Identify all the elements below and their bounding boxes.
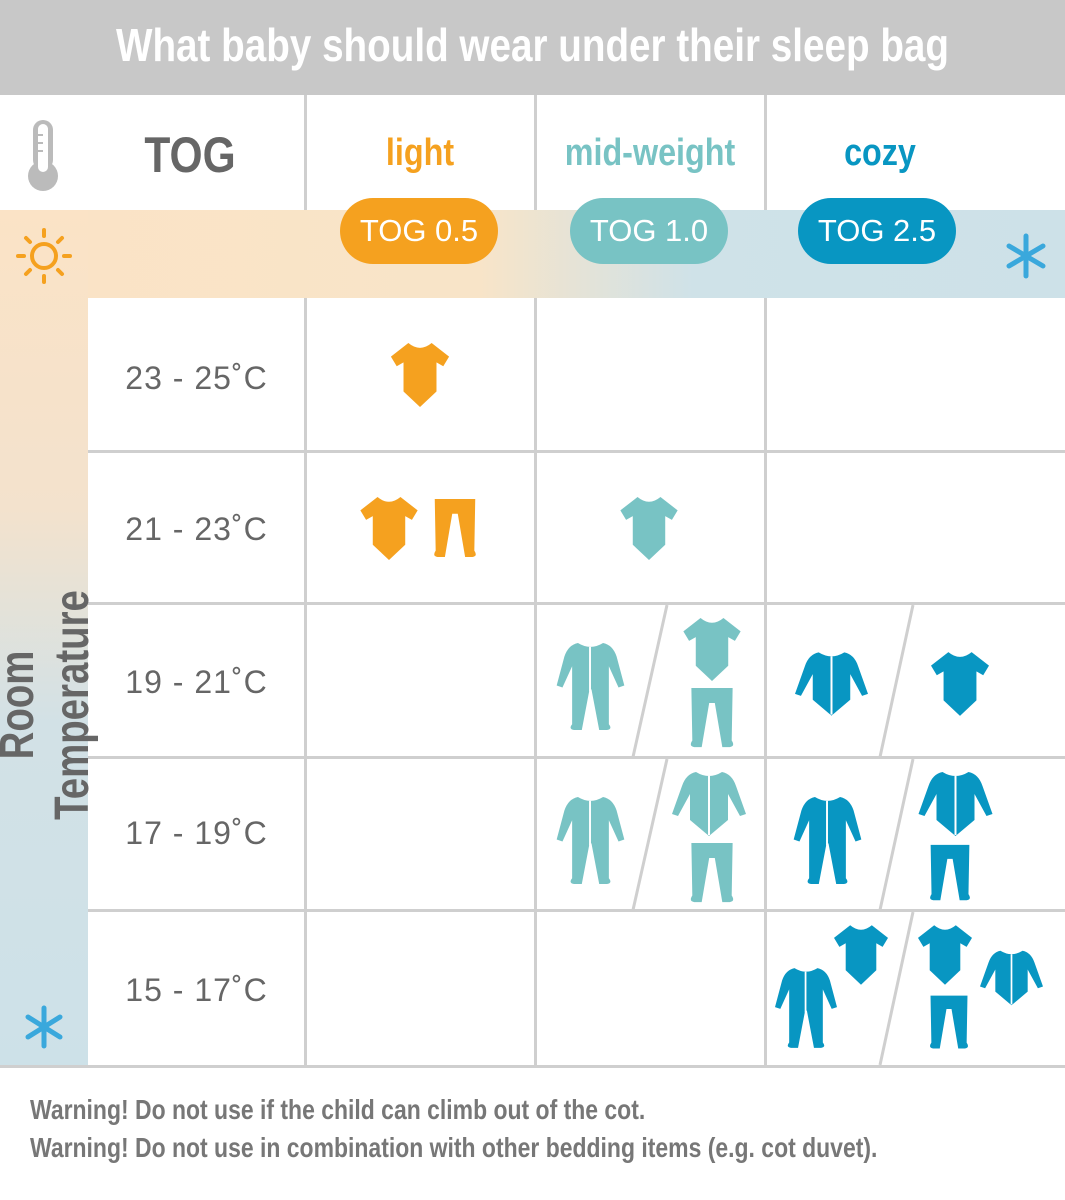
short-sleeve-bodysuit-icon — [834, 925, 888, 985]
column-cozy: cozy — [844, 132, 916, 174]
page-title: What baby should wear under their sleep … — [115, 19, 950, 71]
divider — [88, 450, 1065, 453]
divider — [764, 298, 767, 1067]
short-sleeve-bodysuit-icon — [390, 343, 450, 407]
tog-badge-light: TOG 0.5 — [340, 198, 498, 264]
tog-badge-cozy: TOG 2.5 — [798, 198, 956, 264]
row-label: 19 - 21˚C — [125, 664, 268, 700]
short-sleeve-bodysuit-icon — [918, 925, 972, 985]
sleepsuit-icon — [775, 967, 837, 1049]
tog-badge-mid-weight: TOG 1.0 — [570, 198, 728, 264]
row-label: 17 - 19˚C — [125, 815, 268, 851]
divider — [304, 95, 307, 210]
snowflake-icon — [25, 1005, 63, 1049]
option-separator — [631, 758, 669, 911]
footed-leggings-icon — [690, 688, 734, 748]
warning-text: Warning! Do not use in combination with … — [30, 1132, 878, 1163]
temperature-gradient-strip — [0, 210, 88, 1067]
warning-text: Warning! Do not use if the child can cli… — [30, 1094, 646, 1125]
divider — [88, 909, 1065, 912]
divider — [534, 95, 537, 210]
divider — [764, 95, 767, 210]
title-bar — [0, 0, 1065, 95]
option-separator — [878, 911, 915, 1066]
long-sleeve-bodysuit-icon — [672, 772, 746, 836]
option-separator — [631, 604, 669, 758]
short-sleeve-bodysuit-icon — [620, 497, 678, 560]
divider — [534, 298, 537, 1067]
short-sleeve-bodysuit-icon — [931, 652, 989, 716]
sleepsuit-icon — [793, 797, 862, 884]
long-sleeve-bodysuit-icon — [980, 949, 1043, 1007]
divider — [88, 602, 1065, 605]
sun-icon — [16, 228, 72, 284]
column-mid-weight: mid-weight — [564, 132, 736, 174]
divider — [304, 298, 307, 1067]
option-separator — [878, 604, 915, 758]
short-sleeve-bodysuit-icon — [360, 497, 418, 560]
divider — [0, 1065, 1065, 1068]
long-sleeve-bodysuit-icon — [918, 772, 993, 836]
footed-leggings-icon — [930, 995, 968, 1049]
footed-leggings-icon — [690, 843, 734, 903]
option-separator — [878, 758, 915, 911]
long-sleeve-bodysuit-icon — [795, 652, 868, 716]
row-label: 21 - 23˚C — [125, 511, 268, 547]
sleepsuit-icon — [556, 643, 625, 730]
row-label: 23 - 25˚C — [125, 360, 268, 396]
footed-leggings-icon — [434, 499, 476, 558]
thermometer-icon — [28, 120, 58, 191]
footed-leggings-icon — [930, 844, 970, 901]
row-label: 15 - 17˚C — [125, 972, 268, 1008]
tog-heading: TOG — [144, 127, 236, 183]
sleepsuit-icon — [556, 797, 625, 884]
column-light: light — [385, 132, 455, 174]
short-sleeve-bodysuit-icon — [683, 618, 741, 681]
divider — [88, 756, 1065, 759]
snowflake-icon — [1006, 233, 1046, 279]
